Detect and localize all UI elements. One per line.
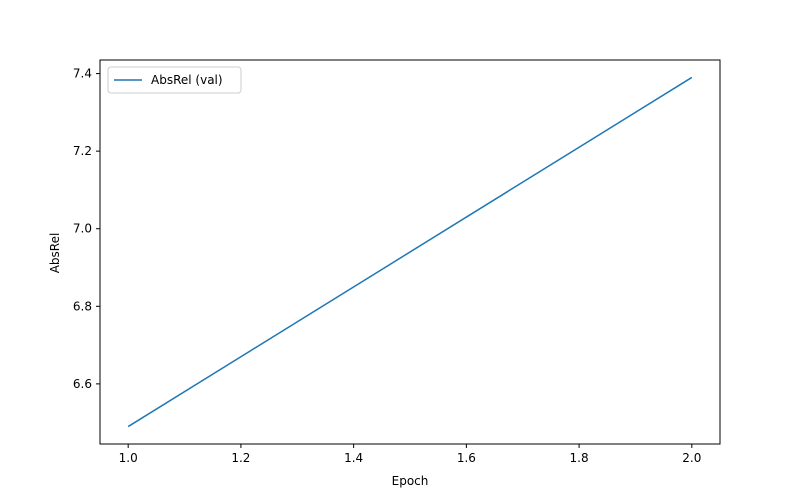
- x-tick-label: 2.0: [682, 451, 701, 465]
- x-tick-label: 1.4: [344, 451, 363, 465]
- x-axis-label: Epoch: [392, 474, 429, 488]
- x-tick-label: 1.0: [119, 451, 138, 465]
- y-tick-label: 6.6: [73, 377, 92, 391]
- legend-label: AbsRel (val): [151, 73, 223, 87]
- legend: AbsRel (val): [107, 66, 242, 94]
- y-tick-label: 7.2: [73, 144, 92, 158]
- y-tick-label: 7.0: [73, 222, 92, 236]
- x-axis: 1.0 1.2 1.4 1.6 1.8 2.0: [119, 444, 701, 465]
- legend-box: [107, 66, 242, 94]
- y-tick-label: 6.8: [73, 299, 92, 313]
- x-tick-label: 1.8: [570, 451, 589, 465]
- y-tick-label: 7.4: [73, 67, 92, 81]
- series-line: [127, 76, 693, 428]
- x-tick-label: 1.2: [231, 451, 250, 465]
- y-axis-label: AbsRel: [48, 233, 62, 274]
- plot-frame: [99, 59, 721, 445]
- x-tick-label: 1.6: [457, 451, 476, 465]
- plot-area: [127, 76, 693, 428]
- y-axis: 6.6 6.8 7.0 7.2 7.4: [73, 67, 100, 391]
